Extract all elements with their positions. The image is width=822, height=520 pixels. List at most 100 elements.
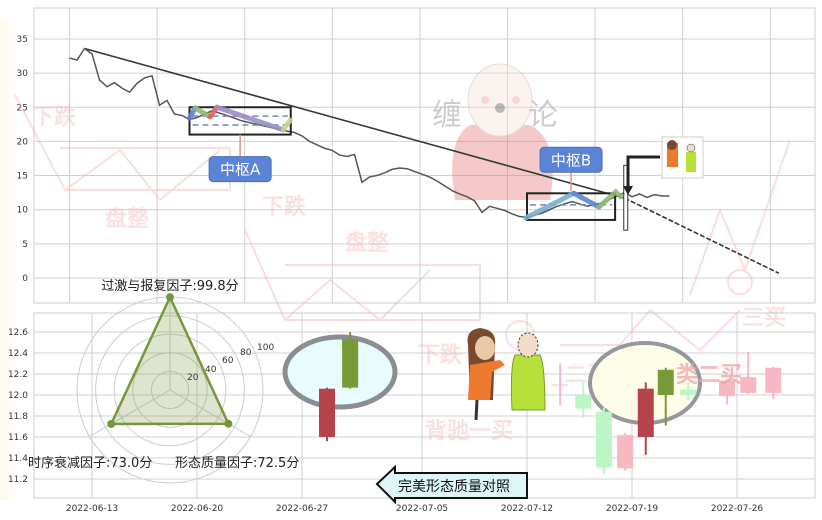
y-tick-label: 15 — [17, 172, 28, 182]
x-tick-label: 2022-06-13 — [66, 504, 118, 514]
candles — [319, 332, 782, 475]
candle — [552, 363, 569, 406]
stroke-segment — [192, 105, 213, 120]
left-arrow-icon — [375, 464, 528, 505]
radar-axis-label: 时序衰减因子:73.0分 — [28, 455, 152, 471]
y-tick-label: 12.2 — [8, 370, 28, 380]
callout-label: 完美形态质量对照 — [398, 479, 510, 495]
watermark-text: 论 — [528, 98, 558, 133]
y-tick-label: 12.0 — [8, 391, 28, 401]
radar-axis — [169, 389, 251, 437]
candle-body — [765, 367, 782, 393]
candle-body — [342, 339, 359, 388]
pointer-arrow — [626, 155, 660, 188]
radar-ring-label: 60 — [222, 356, 234, 366]
top-grid: 0 5 10 15 20 25 30 35 — [17, 8, 815, 303]
candle — [617, 432, 634, 471]
watermark-text: 下跌 — [32, 105, 77, 130]
stroke-segment — [280, 117, 293, 133]
stroke-segment — [596, 188, 624, 210]
watermark-text: 三买 — [742, 306, 786, 331]
candle — [765, 366, 782, 400]
radar-axis-label: 过激与报复因子:99.8分 — [101, 279, 238, 294]
radar-point — [166, 293, 174, 302]
y-tick-label: 30 — [17, 69, 29, 79]
watermark-text: 类二买 — [676, 363, 742, 388]
candle — [740, 351, 757, 394]
candle — [342, 332, 359, 389]
candle — [575, 382, 592, 419]
watermark-text: 下跌 — [418, 343, 463, 368]
candle — [319, 387, 335, 442]
pointer-arrowhead — [623, 186, 633, 195]
radar-ring-label: 20 — [187, 373, 199, 383]
stroke-segment — [523, 190, 577, 221]
radar-chart — [76, 293, 264, 484]
x-tick-label: 2022-07-19 — [606, 504, 659, 514]
candle — [595, 407, 612, 475]
watermark-text: 下跌 — [262, 195, 307, 220]
candle-body — [595, 411, 612, 468]
radar-area — [109, 294, 231, 426]
x-tick-label: 2022-06-20 — [171, 504, 224, 514]
signal-marker — [623, 164, 629, 231]
watermark-text: 背驰一买 — [425, 419, 513, 444]
candle — [637, 382, 654, 455]
y-tick-label: 35 — [17, 35, 28, 45]
x-tick-label: 2022-07-05 — [396, 504, 448, 514]
candle — [657, 367, 674, 426]
watermark-text: 盘整 — [345, 230, 389, 256]
price-plot: 中枢A 中枢B — [69, 47, 780, 274]
y-tick-label: 11.8 — [8, 412, 28, 422]
characters-thumbnail — [661, 136, 704, 179]
hub-label-box — [539, 146, 603, 173]
x-tick-label: 2022-07-12 — [501, 504, 553, 514]
watermark-layer: 下跌 盘整 下跌 盘整 下跌 背驰一买 二买 三买 缠 论 — [14, 63, 791, 444]
candle-body — [552, 384, 569, 386]
trend-line — [84, 47, 625, 199]
candle-body — [319, 388, 335, 437]
candle — [719, 379, 735, 405]
y-tick-label: 10 — [17, 206, 29, 216]
radar-axis-label: 形态质量因子:72.5分 — [175, 456, 299, 471]
watermark-text: 缠 — [432, 98, 462, 133]
hub-label: 中枢B — [551, 151, 591, 169]
y-tick-label: 11.4 — [8, 454, 28, 464]
radar-point — [107, 419, 116, 428]
candle-body — [740, 377, 757, 393]
left-strip — [0, 20, 9, 500]
candle-body — [637, 388, 654, 437]
candle — [680, 382, 697, 401]
y-tick-label: 11.6 — [8, 433, 28, 443]
y-tick-label: 25 — [17, 103, 28, 113]
bottom-grid: 2022-06-13 2022-06-20 2022-06-27 2022-07-05… — [8, 313, 815, 514]
radar-axis — [89, 389, 171, 437]
hub-label: 中枢A — [220, 161, 261, 179]
radar-ring-label: 40 — [205, 365, 217, 375]
radar-ring-label: 80 — [240, 348, 252, 358]
comparison-callout[interactable]: 完美形态质量对照 — [375, 464, 528, 505]
x-tick-label: 2022-06-27 — [276, 504, 328, 514]
candle-body — [617, 434, 634, 469]
watermark-text: 盘整 — [105, 206, 149, 232]
radar-point — [224, 419, 233, 428]
stroke-segment — [571, 190, 602, 210]
hub-label-box — [208, 156, 272, 183]
price-line — [69, 47, 670, 218]
comparison-ellipse-left — [282, 334, 398, 410]
candle-body — [719, 380, 735, 397]
y-tick-label: 5 — [22, 240, 28, 250]
characters-illustration — [467, 328, 546, 421]
candle-body — [575, 395, 592, 409]
y-tick-label: 12.6 — [8, 328, 28, 338]
candle-body — [680, 389, 697, 395]
y-tick-label: 0 — [22, 274, 28, 284]
y-tick-label: 12.4 — [8, 349, 28, 359]
radar-ring-label: 100 — [257, 343, 274, 353]
y-tick-label: 11.2 — [8, 475, 28, 485]
x-tick-label: 2022-07-26 — [711, 504, 764, 514]
mascot-watermark — [452, 63, 553, 200]
trend-line-projection — [624, 197, 780, 274]
stroke-segment — [214, 104, 286, 133]
